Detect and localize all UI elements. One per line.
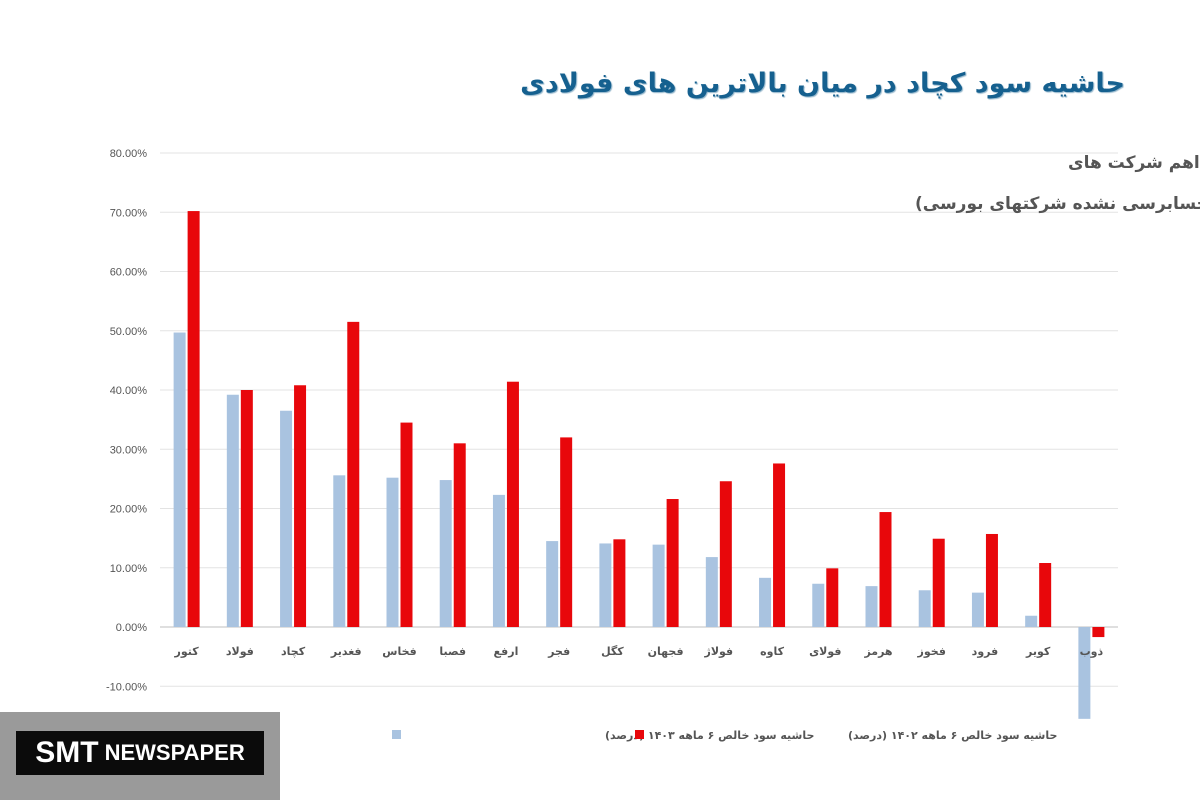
legend-label-1402: حاشیه سود خالص ۶ ماهه ۱۴۰۲ (درصد) xyxy=(848,729,1057,742)
bar-1403-3 xyxy=(333,475,346,627)
y-tick-label: 50.00% xyxy=(110,326,148,338)
y-tick-label: -10.00% xyxy=(106,681,147,693)
y-tick-label: 30.00% xyxy=(110,444,148,456)
legend: حاشیه سود خالص ۶ ماهه ۱۴۰۳ (درصد) حاشیه … xyxy=(392,729,1057,742)
bar-1402-11 xyxy=(773,463,786,627)
category-label: کگل xyxy=(601,645,624,658)
category-label: فجر xyxy=(547,645,570,658)
bar-1403-17 xyxy=(1078,627,1091,719)
legend-swatch-1403 xyxy=(392,730,401,739)
bar-1403-5 xyxy=(439,480,452,627)
bar-1403-11 xyxy=(759,577,772,627)
category-labels: کتور فولاد کچاد فغدیر فخاس فصبا ارفع فجر کگل فجها… xyxy=(174,645,1104,658)
bar-1403-10 xyxy=(705,557,718,627)
bar-1403-8 xyxy=(599,543,612,627)
y-tick-label: 0.00% xyxy=(116,622,147,634)
category-label: ذوب xyxy=(1080,645,1104,658)
bar-1402-4 xyxy=(400,422,413,627)
y-tick-label: 70.00% xyxy=(110,207,148,219)
category-label: فغدیر xyxy=(330,645,362,658)
y-tick-label: 40.00% xyxy=(110,385,148,397)
bar-1403-2 xyxy=(280,410,293,627)
category-label: فرود xyxy=(972,645,999,658)
category-label: ارفع xyxy=(494,645,519,658)
category-label: کاوه xyxy=(760,645,784,658)
y-tick-label: 10.00% xyxy=(110,563,148,575)
y-tick-label: 60.00% xyxy=(110,267,148,279)
logo-text-smt: SMT xyxy=(35,736,99,769)
bar-1402-9 xyxy=(666,499,679,627)
bar-1403-1 xyxy=(226,394,239,627)
bars xyxy=(173,211,1105,719)
bar-1403-13 xyxy=(865,586,878,627)
bar-1402-2 xyxy=(294,385,307,627)
category-label: کچاد xyxy=(281,645,306,658)
category-label: فجهان xyxy=(648,645,684,658)
bar-1402-6 xyxy=(506,381,519,627)
category-label: فولای xyxy=(809,645,841,658)
category-label: فخوز xyxy=(917,645,946,658)
chart-subtitle-line-1: درصد حاشیه سود خالص به عملکرد ۶ ماهه ابت… xyxy=(1068,153,1200,173)
chart-subtitle-line-2: فولادی (صورتهای مالی ۶ ماهه حسابرسی نشده… xyxy=(915,194,1200,214)
category-label: فصبا xyxy=(439,645,466,658)
bar-1402-0 xyxy=(187,211,200,627)
bar-1403-14 xyxy=(918,590,931,627)
bar-1403-15 xyxy=(971,592,984,627)
category-label: فخاس xyxy=(382,645,416,658)
bar-1403-12 xyxy=(812,583,825,627)
bar-1402-16 xyxy=(1039,563,1052,627)
gridlines xyxy=(160,152,1118,687)
category-label: کویر xyxy=(1025,645,1051,658)
bar-1403-7 xyxy=(546,541,559,627)
category-label: کتور xyxy=(174,645,200,658)
bar-1402-8 xyxy=(613,539,626,627)
bar-1402-7 xyxy=(560,437,573,627)
newspaper-logo: SMT NEWSPAPER xyxy=(16,731,264,775)
legend-swatch-1402 xyxy=(635,730,644,739)
y-axis-ticks: 80.00% 70.00% 60.00% 50.00% 40.00% 30.00% 20.0… xyxy=(106,148,147,693)
bar-1402-13 xyxy=(879,512,892,627)
bar-1402-5 xyxy=(453,443,466,627)
logo-text-newspaper: NEWSPAPER xyxy=(104,740,245,765)
page-title: حاشیه سود کچاد در میان بالاترین های فولا… xyxy=(520,68,1125,99)
category-label: هرمز xyxy=(863,645,892,658)
y-tick-label: 80.00% xyxy=(110,148,148,160)
bar-1402-14 xyxy=(932,538,945,627)
bar-1402-1 xyxy=(240,390,253,627)
bar-1403-6 xyxy=(492,494,505,627)
bar-1402-12 xyxy=(826,568,839,627)
bar-1403-4 xyxy=(386,477,399,627)
bar-1402-10 xyxy=(719,481,732,627)
bar-1402-3 xyxy=(347,321,360,627)
bar-1403-16 xyxy=(1025,615,1038,627)
bar-1402-15 xyxy=(985,533,998,627)
y-tick-label: 20.00% xyxy=(110,504,148,516)
bar-1402-17 xyxy=(1092,627,1105,638)
bar-1403-9 xyxy=(652,544,665,627)
category-label: فولاد xyxy=(226,645,254,658)
legend-label-1403: حاشیه سود خالص ۶ ماهه ۱۴۰۳ (درصد) xyxy=(605,729,814,742)
category-label: فولاژ xyxy=(704,645,734,658)
bar-1403-0 xyxy=(173,332,186,627)
